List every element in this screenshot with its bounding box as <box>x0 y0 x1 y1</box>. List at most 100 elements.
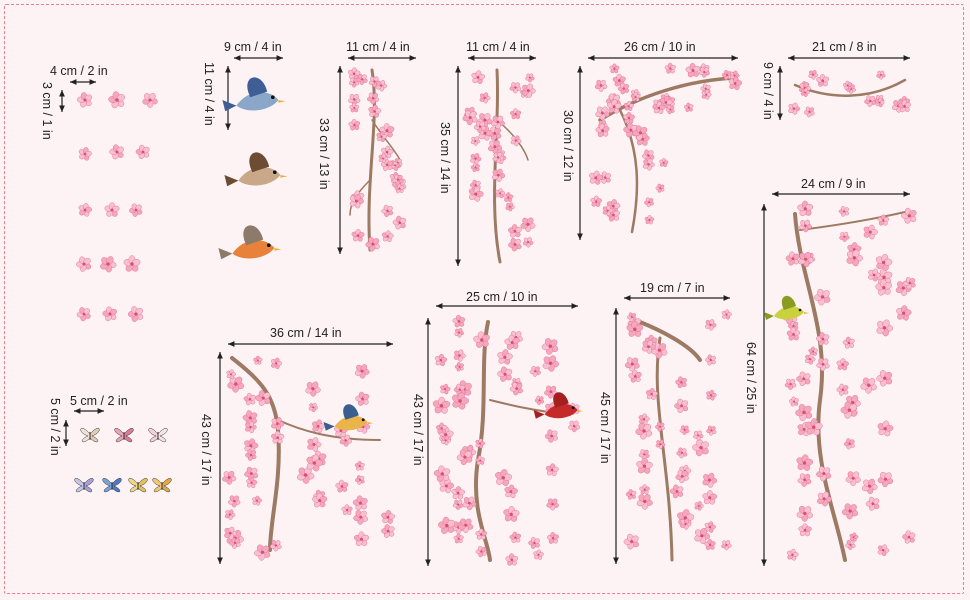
blossom-icon <box>625 489 637 500</box>
blossom-icon <box>244 466 259 481</box>
blossom-icon <box>456 449 473 466</box>
blossom-icon <box>504 334 520 350</box>
blossom-icon <box>375 80 388 92</box>
blossom-icon <box>730 70 740 81</box>
blossom-icon <box>495 469 512 486</box>
tall-branch-width-label: 24 cm / 9 in <box>801 177 866 191</box>
blossom-icon <box>788 396 799 407</box>
blossom-icon <box>100 256 117 273</box>
blossom-icon <box>490 115 505 130</box>
blossom-icon <box>545 463 559 477</box>
blossom-icon <box>135 144 150 159</box>
blossom-icon <box>473 120 486 133</box>
small-branch-height-label: 9 cm / 4 in <box>761 62 775 120</box>
blossom-icon <box>335 479 349 493</box>
blossom-icon <box>503 506 520 522</box>
blossom-icon <box>876 70 886 80</box>
blossom-icon <box>245 449 257 461</box>
blossom-icon <box>508 237 522 252</box>
blossom-icon <box>452 499 464 510</box>
blossom-icon <box>595 123 610 138</box>
blossom-icon <box>849 532 859 542</box>
blossom-icon <box>840 401 858 419</box>
blossom-icon <box>655 183 665 193</box>
small-branch-width-label: 21 cm / 8 in <box>812 40 877 54</box>
blossom-icon <box>123 255 141 272</box>
blossom-icon <box>589 170 604 185</box>
blossom-icon <box>78 147 92 161</box>
blossom-icon <box>623 533 639 550</box>
blossom-icon <box>788 102 801 115</box>
blossom-icon <box>694 501 704 511</box>
dimension-lines <box>59 55 910 566</box>
butterfly-icon <box>152 478 172 493</box>
dashed-border <box>4 4 964 594</box>
branch-stem <box>638 320 702 362</box>
blue-jay-icon <box>222 77 286 112</box>
blossom-icon <box>701 89 712 100</box>
blossom-icon <box>655 439 666 450</box>
birds-height-label: 11 cm / 4 in <box>202 62 216 126</box>
blossom-icon <box>271 430 285 444</box>
blossom-icon <box>796 371 811 387</box>
blossom-icon <box>623 101 634 111</box>
blossom-icon <box>254 544 271 561</box>
blossom-icon <box>795 404 812 422</box>
blossom-icon <box>308 402 318 413</box>
blossom-icon <box>702 472 718 488</box>
branch-stem <box>618 108 639 234</box>
blossom-icon <box>836 358 849 371</box>
blossom-icon <box>436 422 448 434</box>
blossom-icon <box>510 135 522 147</box>
blossom-icon <box>497 366 513 382</box>
blossom-icon <box>475 438 486 449</box>
blossom-icon <box>479 92 491 104</box>
blossom-icon <box>816 74 830 87</box>
blossom-icon <box>509 82 522 94</box>
blossom-icon <box>271 417 285 431</box>
blossom-icon <box>509 382 523 396</box>
blossom-icon <box>546 498 559 511</box>
blossom-icon <box>876 370 893 387</box>
robin-icon <box>218 225 282 260</box>
blossom-icon <box>652 101 666 114</box>
blossom-icon <box>843 438 855 450</box>
blossoms <box>76 62 917 566</box>
blossom-icon <box>636 457 653 474</box>
blossom-icon <box>841 503 859 520</box>
blossom-icon <box>108 91 125 109</box>
blossom-icon <box>142 93 158 108</box>
blossom-icon <box>354 364 370 379</box>
blossom-icon <box>623 111 635 124</box>
blossom-icon <box>452 392 469 410</box>
blossom-icon <box>679 425 690 435</box>
blossom-icon <box>617 82 630 95</box>
blossom-icon <box>839 231 850 242</box>
blossom-icon <box>255 390 271 406</box>
blossom-icon <box>693 430 704 441</box>
butterfly-icon <box>102 478 122 493</box>
butterflies-height-label: 5 cm / 2 in <box>48 398 62 456</box>
blossom-icon <box>796 454 814 471</box>
blossom-icon <box>804 353 816 365</box>
blossom-icon <box>228 495 241 508</box>
blossom-icon <box>705 354 716 366</box>
branch-stem <box>799 211 906 231</box>
blossom-icon <box>655 421 665 432</box>
blossom-icon <box>903 277 916 290</box>
blossom-icon <box>381 510 396 524</box>
blossom-icon <box>863 224 878 240</box>
branch-stem <box>277 419 381 441</box>
blossom-icon <box>497 349 513 365</box>
small-flowers-height-label: 3 cm / 1 in <box>40 82 54 140</box>
branch-a-width-label: 11 cm / 4 in <box>346 40 410 54</box>
blossom-icon <box>222 470 237 485</box>
blossom-icon <box>521 83 536 98</box>
blossom-icon <box>877 471 894 488</box>
blossom-icon <box>862 478 878 495</box>
blossom-icon <box>533 549 544 560</box>
blossom-icon <box>624 357 640 372</box>
blossom-icon <box>394 183 405 194</box>
blossom-icon <box>800 87 810 97</box>
blossom-icon <box>492 168 506 182</box>
